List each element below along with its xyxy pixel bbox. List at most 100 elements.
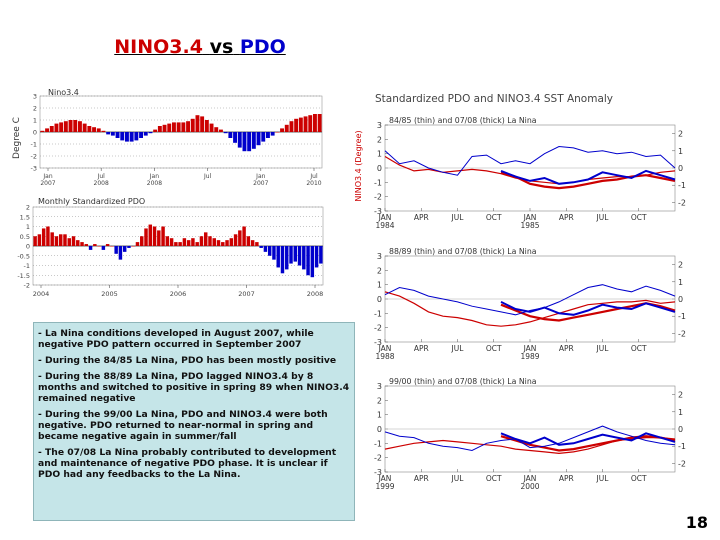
nino-bar [266, 132, 270, 138]
note-item: - During the 88/89 La Nina, PDO lagged N… [38, 371, 350, 404]
pdo-bar [148, 224, 153, 246]
series-line [384, 145, 676, 176]
right-tick-label: 2 [678, 391, 683, 400]
pdo-bar [63, 234, 67, 246]
nino-xtick-label: Jul [309, 173, 318, 180]
right-tick-label: 2 [678, 130, 683, 139]
x-tick-label: APR [414, 213, 429, 222]
nino-bar [106, 132, 111, 135]
pdo-bar [105, 244, 110, 246]
nino-xtick-label: 2007 [40, 180, 55, 187]
pdo-bar [135, 242, 140, 246]
pdo-ytick-label: -1.5 [17, 272, 30, 280]
nino-bar [68, 120, 73, 132]
pdo-bar [144, 228, 148, 246]
pdo-ytick-label: 2 [26, 204, 30, 212]
nino-ytick-label: 3 [33, 93, 37, 101]
nino-bar [125, 132, 129, 142]
nino-ytick-label: -2 [31, 153, 37, 161]
left-tick-label: 0 [377, 164, 382, 173]
pdo-bar [191, 238, 195, 246]
pdo-xtick-label: 2005 [101, 290, 118, 298]
nino-bar [200, 116, 205, 132]
x-tick-label: APR [559, 213, 574, 222]
pdo-bar [127, 246, 131, 248]
nino-bar [87, 126, 92, 132]
nino-bar [237, 132, 242, 148]
left-tick-label: 3 [377, 121, 382, 130]
pdo-ytick-label: 1.5 [20, 213, 30, 221]
nino-bar [275, 132, 280, 133]
x-tick-label: APR [414, 474, 429, 483]
left-tick-label: 3 [377, 382, 382, 391]
page-number: 18 [685, 513, 708, 532]
nino-bar [176, 122, 181, 132]
nino-xtick-label: 2008 [147, 180, 162, 187]
nino-bar [256, 132, 261, 146]
x-tick-label: 1989 [520, 352, 539, 361]
series-line [500, 301, 676, 316]
nino-bar [294, 118, 299, 132]
x-tick-label: OCT [631, 213, 647, 222]
right-tick-label: 2 [678, 261, 683, 270]
nino-ytick-label: 0 [33, 129, 37, 137]
pdo-bar [161, 226, 165, 246]
nino-bar [214, 127, 219, 132]
left-tick-label: -3 [374, 207, 382, 216]
pdo-bar [280, 246, 285, 274]
pdo-bar [182, 238, 187, 246]
pdo-bar [216, 240, 221, 246]
pdo-bar [310, 246, 315, 278]
pdo-bar [101, 246, 106, 250]
pdo-bar-chart: Monthly Standardized PDO 21.5 1 0.5 0-0.5 -1… [17, 197, 324, 298]
series-line [500, 169, 676, 185]
nino-bar [289, 121, 294, 132]
pdo-bar [46, 226, 50, 246]
nino-bar [308, 115, 313, 132]
nino-bar [148, 132, 153, 134]
nino-bar [298, 117, 303, 132]
nino-bar [317, 114, 322, 132]
pdo-bar [169, 238, 174, 246]
x-tick-label: JUL [451, 344, 465, 353]
pdo-bar [267, 246, 272, 256]
pdo-bar [229, 238, 234, 246]
pdo-ytick-label: 0.5 [20, 233, 30, 241]
title-pdo: PDO [239, 36, 286, 58]
pdo-bar [203, 232, 208, 246]
left-tick-label: 0 [377, 425, 382, 434]
nino-bar [186, 121, 190, 132]
x-tick-label: JAN [378, 344, 392, 353]
pdo-xtick-label: 2008 [307, 290, 324, 298]
x-tick-label: OCT [486, 344, 502, 353]
nino-bar [167, 123, 172, 132]
x-tick-label: 1985 [520, 221, 539, 230]
series-line [500, 435, 676, 452]
nino-bar [40, 130, 45, 132]
pdo-bar [37, 234, 42, 246]
pdo-bar [212, 238, 216, 246]
nino-bar [162, 124, 167, 132]
nino-bar [45, 128, 49, 132]
nino-xtick-label: Jul [203, 173, 212, 180]
nino-bar [63, 121, 68, 132]
panel-caption: 84/85 (thin) and 07/08 (thick) La Nina [389, 116, 537, 125]
nino-bar [115, 132, 120, 138]
pdo-bar [259, 246, 263, 248]
note-item: - La Nina conditions developed in August… [38, 328, 314, 350]
right-tick-label: -2 [678, 459, 686, 468]
x-tick-label: APR [559, 344, 574, 353]
nino-bar [96, 128, 101, 132]
series-line [384, 155, 676, 185]
nino-xtick-label: Jan [149, 173, 159, 180]
x-tick-label: JUL [596, 474, 610, 483]
left-tick-label: -1 [374, 309, 382, 318]
title-vs: vs [209, 36, 234, 58]
line-chart-title: Standardized PDO and NINO3.4 SST Anomaly [375, 93, 613, 105]
nino-bar [73, 120, 78, 132]
nino-bar [303, 116, 308, 132]
left-tick-label: 2 [377, 266, 382, 275]
pdo-bar [152, 226, 157, 246]
nino-xtick-label: Jan [255, 173, 265, 180]
